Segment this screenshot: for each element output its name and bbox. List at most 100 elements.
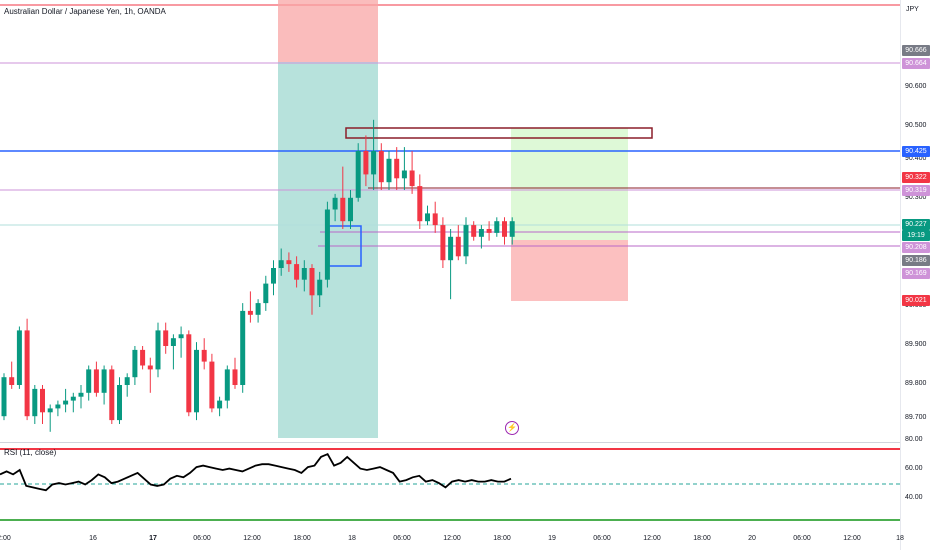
rsi-title[interactable]: RSI (11, close) [4, 448, 57, 457]
candle-body [324, 209, 330, 280]
chart-title[interactable]: Australian Dollar / Japanese Yen, 1h, OA… [4, 7, 166, 16]
candle-body [301, 268, 307, 280]
red-outlined-box[interactable] [345, 127, 653, 139]
candle-body [101, 369, 107, 393]
time-tick: 06:00 [593, 535, 611, 542]
time-tick: 18:00 [293, 535, 311, 542]
price-tick: 89.700 [905, 414, 927, 421]
candle-body [432, 213, 438, 226]
rsi-line [0, 452, 512, 492]
price-tag: 90.425 [902, 146, 930, 157]
price-tick: 90.300 [905, 194, 927, 201]
candle-body [63, 400, 69, 405]
candle-body [425, 213, 430, 222]
candle-body [294, 264, 300, 280]
lightning-icon[interactable]: ⚡ [505, 421, 519, 435]
candle-body [232, 369, 238, 385]
time-tick: 12:00 [0, 535, 11, 542]
time-tick: 16 [89, 535, 97, 542]
take-profit-zone [511, 128, 628, 240]
candle-body [55, 404, 61, 409]
candle-body [70, 396, 76, 401]
candle-body [86, 369, 92, 393]
candle-body [209, 361, 215, 409]
candle-body [286, 260, 292, 265]
candle-body [47, 408, 53, 413]
candle-body [417, 186, 423, 222]
price-tag: 90.664 [902, 58, 930, 69]
candle-body [355, 151, 361, 198]
candle-body [471, 225, 477, 237]
candle-body [340, 197, 346, 222]
currency-label: JPY [906, 6, 919, 13]
price-tag: 90.169 [902, 268, 930, 279]
price-tick: 90.500 [905, 122, 927, 129]
candle-body [132, 349, 138, 378]
candle-body [224, 369, 230, 401]
candle-body [194, 349, 199, 413]
pane-separator[interactable] [0, 442, 900, 443]
candle-body [494, 221, 500, 233]
candle-body [170, 338, 176, 346]
candle-body [240, 310, 246, 385]
rsi-tick: 60.00 [905, 465, 923, 472]
candle-body [78, 392, 84, 397]
candle-body [217, 400, 223, 409]
candle-body [394, 158, 400, 179]
price-tick: 90.400 [905, 155, 927, 162]
time-tick: 18:00 [493, 535, 511, 542]
candle-body [1, 377, 7, 417]
time-tick: 12:00 [843, 535, 861, 542]
candle-body [448, 236, 454, 261]
candle-body [348, 197, 353, 222]
time-tick: 06:00 [793, 535, 811, 542]
candle-body [247, 310, 253, 315]
price-tick: 89.900 [905, 341, 927, 348]
candle-body [93, 369, 99, 393]
candle-body [386, 158, 392, 183]
candle-body [201, 349, 207, 362]
candle-body [32, 388, 38, 417]
candle-body [502, 221, 507, 237]
price-axis-separator [900, 0, 901, 550]
candle-body [140, 349, 146, 366]
rsi-tick: 40.00 [905, 494, 923, 501]
candle-body [478, 229, 484, 237]
time-tick: 18 [348, 535, 356, 542]
candle-body [371, 151, 377, 175]
price-tag: 90.319 [902, 185, 930, 196]
time-tick: 12:00 [643, 535, 661, 542]
candle-body [332, 197, 338, 210]
candle-body [163, 330, 169, 346]
price-tag: 90.666 [902, 45, 930, 56]
candle-body [317, 279, 323, 296]
candle-body [409, 170, 415, 187]
time-tick: 20 [748, 535, 756, 542]
candle-body [178, 334, 184, 339]
candle-body [155, 330, 161, 370]
price-tick: 90.600 [905, 83, 927, 90]
price-tag: 90.021 [902, 295, 930, 306]
price-tag: 19:19 [902, 230, 930, 241]
time-tick: 18:00 [693, 535, 711, 542]
supply-zone [278, 0, 378, 62]
candle-body [117, 385, 122, 421]
rsi-tick: 80.00 [905, 436, 923, 443]
time-tick: 12:00 [243, 535, 261, 542]
candle-body [16, 330, 22, 385]
candle-body [378, 151, 384, 183]
candle-body [509, 221, 515, 237]
candle-body [109, 369, 115, 421]
price-tag: 90.322 [902, 172, 930, 183]
price-tag: 90.208 [902, 242, 930, 253]
candle-body [401, 170, 407, 179]
candle-body [440, 225, 446, 261]
time-tick: 06:00 [193, 535, 211, 542]
candle-body [271, 268, 276, 284]
price-tag: 90.227 [902, 219, 930, 230]
candle-body [278, 260, 284, 268]
candle-body [255, 303, 261, 315]
time-tick: 12:00 [443, 535, 461, 542]
